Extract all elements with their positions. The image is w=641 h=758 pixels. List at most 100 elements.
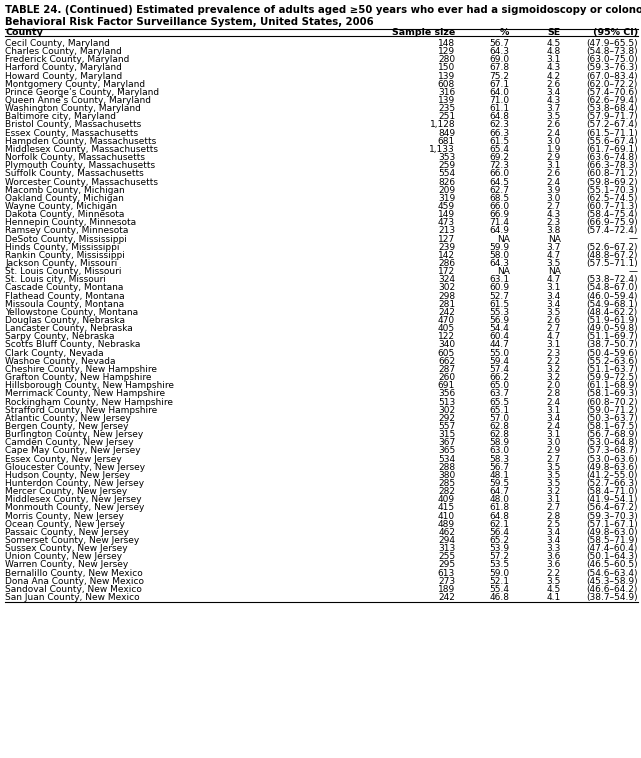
Text: St. Louis County, Missouri: St. Louis County, Missouri <box>5 267 122 276</box>
Text: Middlesex County, New Jersey: Middlesex County, New Jersey <box>5 495 142 504</box>
Text: 365: 365 <box>438 446 455 456</box>
Text: (55.1–70.3): (55.1–70.3) <box>586 186 638 195</box>
Text: 2.3: 2.3 <box>547 218 561 227</box>
Text: 2.2: 2.2 <box>547 568 561 578</box>
Text: 56.7: 56.7 <box>490 39 510 48</box>
Text: 2.4: 2.4 <box>547 422 561 431</box>
Text: (66.9–75.9): (66.9–75.9) <box>586 218 638 227</box>
Text: 4.2: 4.2 <box>547 71 561 80</box>
Text: 3.1: 3.1 <box>547 161 561 171</box>
Text: Warren County, New Jersey: Warren County, New Jersey <box>5 560 128 569</box>
Text: 55.3: 55.3 <box>490 308 510 317</box>
Text: 681: 681 <box>438 136 455 146</box>
Text: DeSoto County, Mississippi: DeSoto County, Mississippi <box>5 234 127 243</box>
Text: 65.1: 65.1 <box>490 406 510 415</box>
Text: (57.3–68.7): (57.3–68.7) <box>586 446 638 456</box>
Text: (59.9–72.5): (59.9–72.5) <box>586 373 638 382</box>
Text: Cecil County, Maryland: Cecil County, Maryland <box>5 39 110 48</box>
Text: 3.5: 3.5 <box>547 259 561 268</box>
Text: 122: 122 <box>438 332 455 341</box>
Text: Atlantic County, New Jersey: Atlantic County, New Jersey <box>5 414 131 423</box>
Text: (54.8–73.8): (54.8–73.8) <box>586 47 638 56</box>
Text: (53.0–64.8): (53.0–64.8) <box>586 438 638 447</box>
Text: Rankin County, Mississippi: Rankin County, Mississippi <box>5 251 125 260</box>
Text: 242: 242 <box>438 593 455 602</box>
Text: 340: 340 <box>438 340 455 349</box>
Text: (41.2–55.0): (41.2–55.0) <box>587 471 638 480</box>
Text: (63.6–74.8): (63.6–74.8) <box>586 153 638 162</box>
Text: (58.4–71.0): (58.4–71.0) <box>586 487 638 496</box>
Text: 64.0: 64.0 <box>490 88 510 97</box>
Text: 58.0: 58.0 <box>490 251 510 260</box>
Text: 235: 235 <box>438 104 455 113</box>
Text: 4.7: 4.7 <box>547 275 561 284</box>
Text: (56.4–67.2): (56.4–67.2) <box>587 503 638 512</box>
Text: Wayne County, Michigan: Wayne County, Michigan <box>5 202 117 211</box>
Text: 61.1: 61.1 <box>490 104 510 113</box>
Text: 3.2: 3.2 <box>547 365 561 374</box>
Text: 302: 302 <box>438 283 455 293</box>
Text: (58.5–71.9): (58.5–71.9) <box>586 536 638 545</box>
Text: 3.6: 3.6 <box>547 560 561 569</box>
Text: (57.4–70.6): (57.4–70.6) <box>586 88 638 97</box>
Text: Ocean County, New Jersey: Ocean County, New Jersey <box>5 520 125 529</box>
Text: 2.4: 2.4 <box>547 397 561 406</box>
Text: 64.3: 64.3 <box>490 259 510 268</box>
Text: (62.6–79.4): (62.6–79.4) <box>587 96 638 105</box>
Text: 4.7: 4.7 <box>547 332 561 341</box>
Text: Hunterdon County, New Jersey: Hunterdon County, New Jersey <box>5 479 144 488</box>
Text: (57.5–71.1): (57.5–71.1) <box>586 259 638 268</box>
Text: 62.7: 62.7 <box>490 186 510 195</box>
Text: 59.0: 59.0 <box>490 568 510 578</box>
Text: 1,133: 1,133 <box>429 145 455 154</box>
Text: (47.4–60.4): (47.4–60.4) <box>587 544 638 553</box>
Text: 62.3: 62.3 <box>490 121 510 130</box>
Text: 826: 826 <box>438 177 455 186</box>
Text: County: County <box>5 28 43 37</box>
Text: 3.1: 3.1 <box>547 406 561 415</box>
Text: 62.8: 62.8 <box>490 422 510 431</box>
Text: Morris County, New Jersey: Morris County, New Jersey <box>5 512 124 521</box>
Text: 56.9: 56.9 <box>490 316 510 325</box>
Text: 849: 849 <box>438 129 455 138</box>
Text: 2.8: 2.8 <box>547 390 561 399</box>
Text: Queen Anne’s County, Maryland: Queen Anne’s County, Maryland <box>5 96 151 105</box>
Text: 315: 315 <box>438 430 455 439</box>
Text: (62.0–72.2): (62.0–72.2) <box>587 80 638 89</box>
Text: 66.3: 66.3 <box>490 129 510 138</box>
Text: 285: 285 <box>438 479 455 488</box>
Text: 67.8: 67.8 <box>490 64 510 73</box>
Text: (67.0–83.4): (67.0–83.4) <box>586 71 638 80</box>
Text: 59.4: 59.4 <box>490 357 510 366</box>
Text: 313: 313 <box>438 544 455 553</box>
Text: 2.6: 2.6 <box>547 169 561 178</box>
Text: (61.1–68.9): (61.1–68.9) <box>586 381 638 390</box>
Text: 292: 292 <box>438 414 455 423</box>
Text: 65.5: 65.5 <box>490 397 510 406</box>
Text: 66.2: 66.2 <box>490 373 510 382</box>
Text: NA: NA <box>548 267 561 276</box>
Text: 3.6: 3.6 <box>547 553 561 562</box>
Text: (59.0–71.2): (59.0–71.2) <box>586 406 638 415</box>
Text: NA: NA <box>497 267 510 276</box>
Text: Sussex County, New Jersey: Sussex County, New Jersey <box>5 544 128 553</box>
Text: 3.9: 3.9 <box>547 186 561 195</box>
Text: 61.5: 61.5 <box>490 299 510 309</box>
Text: Washington County, Maryland: Washington County, Maryland <box>5 104 141 113</box>
Text: Prince George’s County, Maryland: Prince George’s County, Maryland <box>5 88 159 97</box>
Text: 4.5: 4.5 <box>547 39 561 48</box>
Text: 273: 273 <box>438 577 455 586</box>
Text: (54.9–68.1): (54.9–68.1) <box>586 299 638 309</box>
Text: (55.2–63.6): (55.2–63.6) <box>586 357 638 366</box>
Text: 287: 287 <box>438 365 455 374</box>
Text: —: — <box>629 234 638 243</box>
Text: Missoula County, Montana: Missoula County, Montana <box>5 299 124 309</box>
Text: 259: 259 <box>438 161 455 171</box>
Text: 139: 139 <box>438 96 455 105</box>
Text: Washoe County, Nevada: Washoe County, Nevada <box>5 357 115 366</box>
Text: Sample size: Sample size <box>392 28 455 37</box>
Text: (61.7–69.1): (61.7–69.1) <box>586 145 638 154</box>
Text: 65.2: 65.2 <box>490 536 510 545</box>
Text: Cape May County, New Jersey: Cape May County, New Jersey <box>5 446 141 456</box>
Text: Cascade County, Montana: Cascade County, Montana <box>5 283 124 293</box>
